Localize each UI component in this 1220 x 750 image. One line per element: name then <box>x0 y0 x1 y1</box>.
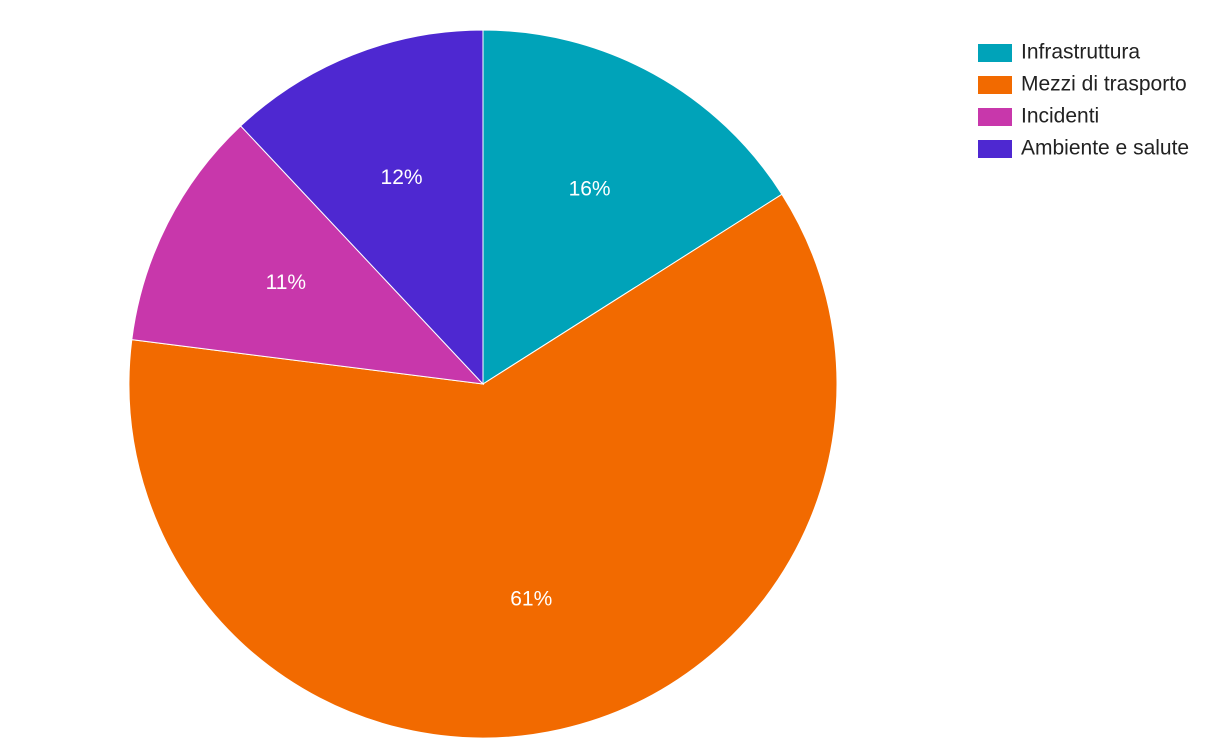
pie-slice <box>239 29 484 386</box>
pie-slice <box>131 125 485 385</box>
legend-swatch <box>978 140 1012 158</box>
legend-swatch <box>978 108 1012 126</box>
legend-label: Ambiente e salute <box>1021 137 1189 160</box>
pie-slice <box>482 29 783 385</box>
legend-swatch <box>978 76 1012 94</box>
data-label: 11% <box>266 271 306 294</box>
legend-label: Mezzi di trasporto <box>1021 73 1187 96</box>
data-label: 61% <box>510 587 552 610</box>
legend-label: Incidenti <box>1021 105 1099 128</box>
legend-label: Infrastruttura <box>1021 41 1140 64</box>
data-label: 16% <box>569 178 611 201</box>
pie-slice <box>128 193 838 739</box>
legend-swatch <box>978 44 1012 62</box>
data-label: 12% <box>381 166 423 189</box>
